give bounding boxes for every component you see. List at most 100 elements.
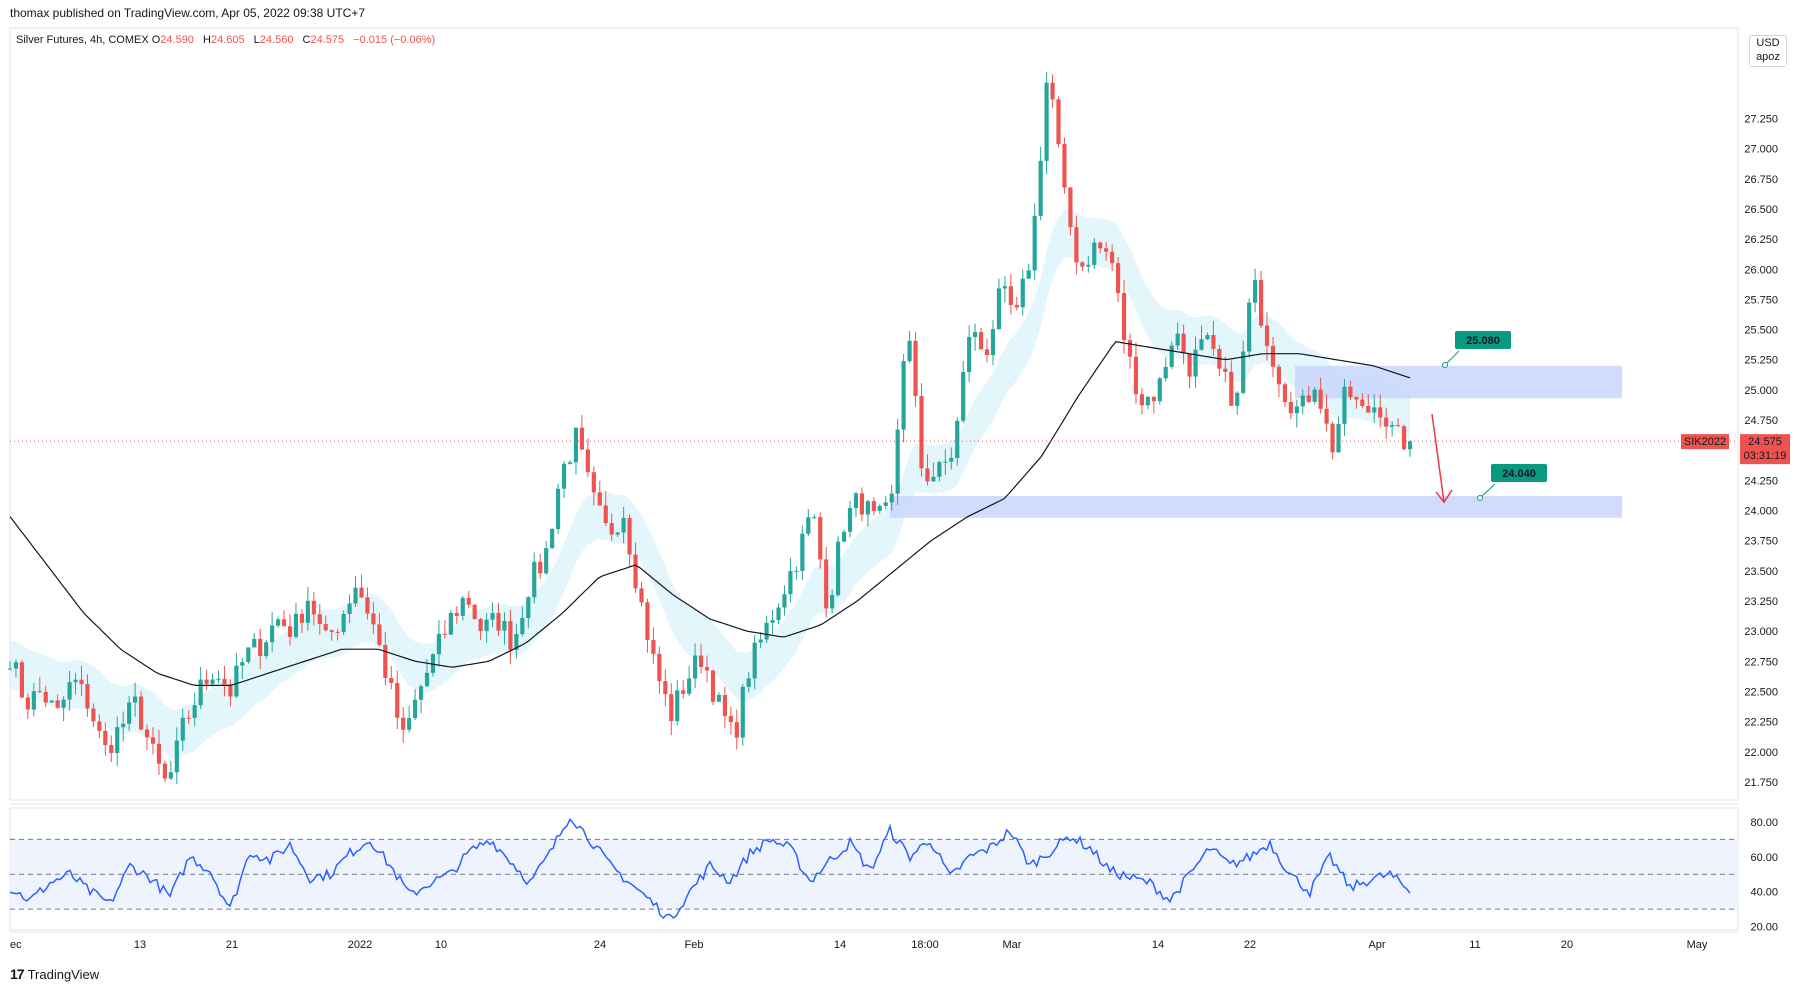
candle-body: [973, 332, 978, 338]
candle-body: [418, 686, 424, 700]
candle: [1151, 396, 1156, 414]
projection-arrow: [1431, 413, 1445, 503]
candle-body: [1181, 333, 1186, 354]
candle-body: [764, 622, 769, 640]
candle-body: [174, 740, 179, 773]
candle: [1247, 298, 1252, 358]
high-value: 24.605: [210, 34, 245, 46]
candle-body: [889, 493, 894, 503]
candle-body: [573, 427, 579, 463]
candle-body: [1157, 378, 1162, 402]
candle: [198, 666, 203, 710]
candle: [79, 665, 84, 696]
candle: [43, 685, 48, 708]
candle: [1026, 263, 1031, 280]
x-tick-label: 10: [435, 939, 447, 951]
candle-body: [1372, 407, 1377, 413]
candle: [871, 497, 876, 516]
candle: [597, 480, 602, 506]
candle: [448, 610, 453, 636]
candle-body: [79, 679, 84, 685]
candle-body: [1330, 423, 1335, 453]
candle: [234, 652, 239, 699]
candle: [603, 491, 608, 527]
candle: [1008, 273, 1013, 315]
candle-body: [25, 697, 30, 710]
candle: [693, 643, 698, 689]
symbol-name: Silver Futures, 4h, COMEX: [16, 34, 149, 46]
moving-average-line: [9, 341, 1411, 686]
candle-body: [162, 763, 167, 779]
candle: [502, 612, 507, 645]
y-tick-label: 25.500: [1744, 325, 1778, 337]
candle-body: [1318, 389, 1323, 409]
candle: [293, 602, 299, 639]
candle-body: [1074, 227, 1079, 263]
candle: [1062, 137, 1067, 194]
candle: [1133, 342, 1139, 404]
candle-body: [276, 619, 281, 626]
candle-body: [1258, 279, 1264, 326]
candle-body: [955, 420, 960, 459]
candle-body: [1342, 386, 1347, 424]
candle: [1044, 71, 1049, 175]
candle-body: [1348, 386, 1353, 398]
candle-body: [913, 340, 918, 397]
candle: [573, 427, 579, 475]
candle: [222, 665, 227, 697]
candle: [1092, 237, 1097, 270]
candle-body: [287, 626, 293, 637]
candle: [389, 666, 394, 690]
y-tick-label: 26.000: [1744, 264, 1778, 276]
y-tick-label: 23.000: [1744, 626, 1778, 638]
candle: [359, 574, 364, 599]
candle: [353, 575, 358, 608]
candle-body: [1145, 396, 1150, 406]
candle: [490, 602, 495, 628]
footer-brand[interactable]: 17 TradingView: [10, 966, 99, 982]
candle: [144, 724, 150, 751]
price-tag-box: [1740, 434, 1790, 465]
candle-body: [782, 594, 787, 608]
candle-body: [1229, 371, 1234, 406]
candle: [728, 706, 733, 735]
candle: [133, 682, 138, 717]
candle-body: [73, 679, 78, 683]
candle: [1163, 357, 1168, 382]
candle: [532, 552, 537, 604]
zone-label-text: 24.040: [1502, 468, 1536, 480]
zone-label-text: 25.080: [1466, 335, 1500, 347]
candle-body: [579, 427, 584, 450]
projection-arrowhead: [1435, 489, 1453, 504]
candle: [1354, 396, 1359, 409]
y-tick-label: 24.000: [1744, 506, 1778, 518]
candle: [788, 557, 793, 603]
candle-body: [1044, 82, 1049, 161]
candle-body: [1264, 325, 1270, 346]
candle: [1336, 416, 1341, 453]
candle: [746, 671, 751, 693]
candle-body: [258, 638, 263, 657]
candle: [264, 639, 269, 660]
candle-body: [585, 449, 590, 473]
candle-body: [824, 559, 829, 609]
candle: [31, 683, 36, 717]
candle-body: [1062, 143, 1067, 188]
candle-body: [669, 694, 674, 722]
candle: [454, 606, 459, 625]
candle-body: [520, 617, 525, 635]
candle: [1080, 261, 1085, 271]
candle-body: [121, 723, 126, 728]
candle: [61, 696, 66, 722]
candle-body: [990, 329, 996, 356]
candle: [323, 615, 328, 632]
candle: [329, 629, 334, 641]
open-value: 24.590: [160, 34, 194, 46]
candle-body: [252, 638, 257, 648]
y-tick-label: 25.250: [1744, 355, 1778, 367]
candle-body: [442, 633, 447, 635]
currency-selector[interactable]: USD apoz: [1749, 35, 1787, 67]
candle-body: [1038, 160, 1043, 216]
candle-body: [109, 745, 114, 754]
